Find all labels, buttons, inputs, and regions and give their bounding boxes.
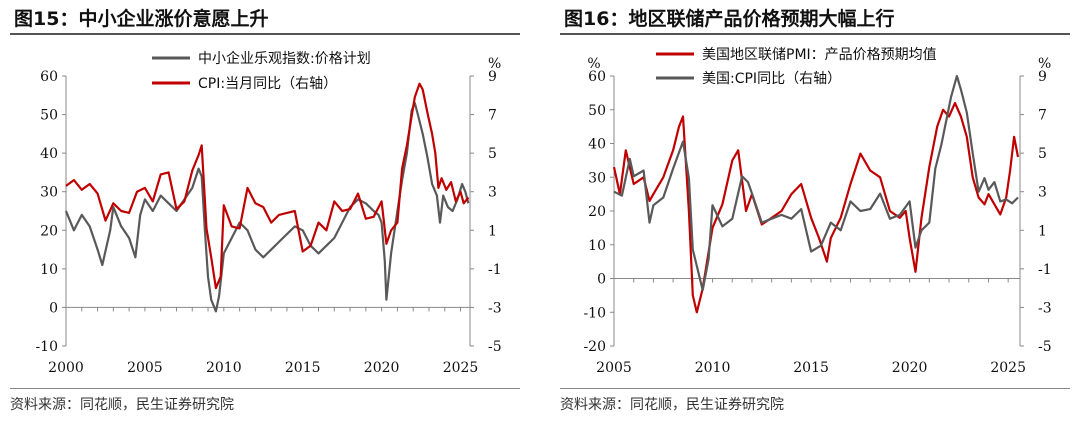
right-tick-label: 1 xyxy=(488,223,497,239)
right-tick-label: 3 xyxy=(1038,185,1047,201)
x-tick-label: 2015 xyxy=(793,360,829,376)
right-tick-label: 5 xyxy=(1038,146,1047,162)
chart-panel-right: 图16：地区联储产品价格预期大幅上行 60 50 40 30 20 10 0 -10 -20 9 7… xyxy=(550,0,1080,423)
x-tick-label: 2025 xyxy=(443,360,479,376)
x-tick-label: 2005 xyxy=(127,360,163,376)
source-divider xyxy=(560,388,1070,389)
left-tick-label: 60 xyxy=(40,69,58,85)
right-tick-label: 9 xyxy=(488,69,497,85)
x-tick-label: 2010 xyxy=(695,360,731,376)
x-tick-label: 2020 xyxy=(364,360,400,376)
right-tick-label: -3 xyxy=(1038,300,1052,316)
left-tick-label: 10 xyxy=(588,238,606,254)
left-tick-label: 10 xyxy=(40,262,58,278)
left-tick-label: 50 xyxy=(588,103,606,119)
title-divider xyxy=(560,33,1070,35)
legend-label: 中小企业乐观指数:价格计划 xyxy=(198,50,371,67)
left-tick-label: 20 xyxy=(588,204,606,220)
x-tick-label: 2015 xyxy=(285,360,321,376)
right-tick-label: 1 xyxy=(1038,223,1047,239)
right-axis-unit: % xyxy=(1038,56,1051,72)
left-tick-label: 0 xyxy=(597,272,606,288)
left-tick-label: -20 xyxy=(583,339,606,355)
left-tick-label: 30 xyxy=(40,185,58,201)
series-line-1 xyxy=(612,101,1020,314)
title-divider xyxy=(10,33,520,35)
series-line-2 xyxy=(65,82,470,290)
right-tick-label: 7 xyxy=(488,108,497,124)
chart-panel-left: 图15：中小企业涨价意愿上升 60 50 40 30 20 10 0 -10 9 7 5 3 1 -1 -3… xyxy=(0,0,530,423)
left-tick-label: 50 xyxy=(40,108,58,124)
right-axis-unit: % xyxy=(488,56,501,72)
x-tick-label: 2020 xyxy=(892,360,928,376)
right-tick-label: -5 xyxy=(488,339,502,355)
right-tick-label: -1 xyxy=(488,262,502,278)
x-tick-label: 2005 xyxy=(596,360,632,376)
legend-label: CPI:当月同比（右轴） xyxy=(198,76,337,92)
right-tick-label: 5 xyxy=(488,146,497,162)
left-tick-label: 40 xyxy=(40,146,58,162)
left-tick-label: -10 xyxy=(583,305,606,321)
left-tick-label: 40 xyxy=(588,137,606,153)
right-tick-label: 9 xyxy=(1038,69,1047,85)
source-note: 资料来源：同花顺，民生证券研究院 xyxy=(560,397,784,413)
left-tick-label: -10 xyxy=(35,339,58,355)
source-note: 资料来源：同花顺，民生证券研究院 xyxy=(10,397,234,413)
right-tick-label: 3 xyxy=(488,185,497,201)
series-line-1 xyxy=(64,101,470,313)
right-tick-label: -5 xyxy=(1038,339,1052,355)
legend-label: 美国:CPI同比（右轴） xyxy=(702,71,841,87)
chart-title: 图15：中小企业涨价意愿上升 xyxy=(14,8,269,30)
x-tick-label: 2025 xyxy=(990,360,1026,376)
right-tick-label: -3 xyxy=(488,300,502,316)
x-tick-label: 2010 xyxy=(206,360,242,376)
right-tick-label: -1 xyxy=(1038,262,1052,278)
legend-label: 美国地区联储PMI：产品价格预期均值 xyxy=(702,47,937,63)
left-tick-label: 30 xyxy=(588,170,606,186)
chart-title: 图16：地区联储产品价格预期大幅上行 xyxy=(564,8,895,30)
right-tick-label: 7 xyxy=(1038,108,1047,124)
left-tick-label: 60 xyxy=(588,69,606,85)
series-line-2 xyxy=(613,74,1019,292)
x-tick-label: 2000 xyxy=(48,360,84,376)
left-axis-unit: % xyxy=(587,56,600,72)
source-divider xyxy=(10,388,520,389)
left-tick-label: 20 xyxy=(40,223,58,239)
left-tick-label: 0 xyxy=(49,300,58,316)
